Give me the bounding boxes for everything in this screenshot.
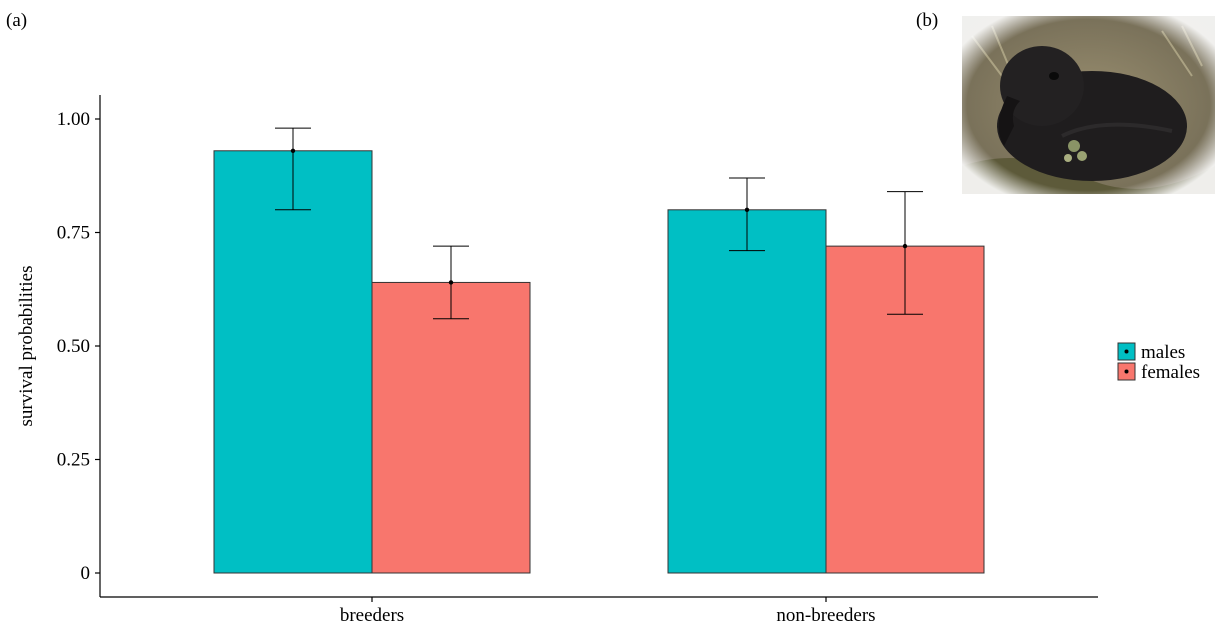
x-tick-label: non-breeders [776, 605, 875, 626]
legend-key-dot [1124, 349, 1129, 354]
bar-females-breeders [371, 281, 531, 574]
y-tick-label: 0.75 [57, 223, 90, 244]
point-estimate [448, 280, 454, 285]
panel-label-b: (b) [916, 10, 939, 31]
y-axis-title: survival probabilities [16, 266, 37, 427]
panel-label-a: (a) [6, 10, 28, 31]
x-tick-label: breeders [340, 605, 404, 626]
y-tick-label: 1.00 [57, 109, 90, 130]
y-tick-label: 0 [81, 563, 91, 584]
bar-females-non-breeders [825, 245, 985, 574]
y-tick-label: 0.50 [57, 336, 90, 357]
legend-key-dot [1124, 369, 1129, 374]
y-tick-label: 0.25 [57, 450, 90, 471]
bird-photo-icon [962, 16, 1215, 194]
point-estimate [290, 148, 296, 153]
ticks-layer: 0 0.25 0.50 0.75 1.00 breeders non-breeders [57, 109, 876, 626]
bar-males-non-breeders [667, 209, 827, 574]
legend-label-females: females [1141, 362, 1200, 383]
bars-layer [213, 127, 985, 574]
point-estimate [902, 243, 908, 249]
bar-males-breeders [213, 150, 373, 574]
point-estimate [744, 207, 750, 212]
legend-label-males: males [1141, 342, 1185, 363]
